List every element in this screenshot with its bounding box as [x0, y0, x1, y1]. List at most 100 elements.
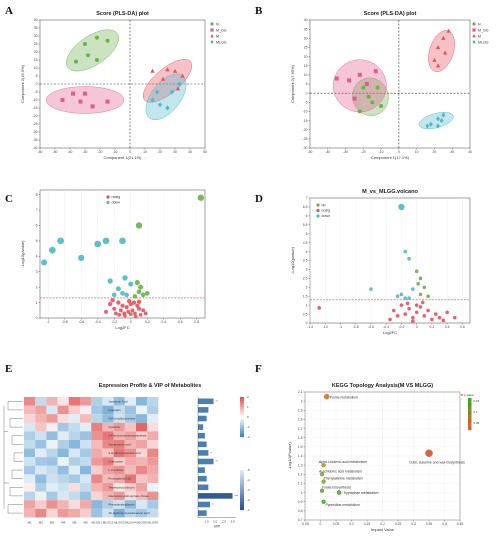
score-point [441, 112, 446, 118]
y-tick-label: -30 [303, 146, 308, 150]
y-tick-label: 1 [306, 303, 308, 307]
heatmap-cell [57, 397, 69, 406]
heatmap-cell [46, 414, 58, 423]
volcano-point [140, 292, 146, 298]
x-tick-label: -30 [343, 150, 348, 154]
legend-marker [210, 28, 214, 32]
y-tick-label: 2.1 [298, 390, 303, 394]
heatmap-column-label: MLGG1 [92, 520, 103, 524]
confidence-ellipse [428, 30, 455, 72]
score-point [370, 100, 375, 105]
y-tick-label: 2.5 [303, 277, 308, 281]
volcano-point [197, 194, 205, 201]
volcano-point [405, 301, 410, 306]
x-tick-label: -10 [113, 150, 118, 154]
plot-frame-D [309, 197, 471, 324]
heatmap-cell [80, 440, 92, 449]
volcano-point [126, 309, 131, 314]
heatmap-cell [136, 431, 148, 440]
volcano-point [111, 292, 117, 298]
x-tick-label: 40 [468, 150, 472, 154]
volcano-point [126, 298, 132, 304]
legend-marker [472, 34, 476, 38]
pathway-point [321, 479, 326, 484]
volcano-point [411, 287, 415, 291]
y-tick-label: 0.9 [298, 500, 303, 504]
dendrogram-branch [7, 504, 23, 514]
heatmap-cell [68, 422, 80, 432]
pathway-label: Arachidonic acid metabolism [319, 469, 362, 473]
score-point [86, 53, 90, 58]
volcano-point [132, 311, 137, 316]
volcano-point [395, 314, 400, 318]
score-point [364, 82, 369, 86]
pvalue-scale-tick: -3 [247, 488, 250, 492]
heatmap-cell [124, 483, 136, 492]
heatmap-cell [57, 457, 69, 466]
chart-title-A: Score (PLS-DA) plot [96, 11, 149, 17]
heatmap-cell [80, 491, 92, 501]
score-point [150, 97, 155, 103]
volcano-point [131, 300, 137, 305]
legend-label: nosig [112, 195, 121, 199]
volcano-point [388, 317, 392, 322]
volcano-point [110, 298, 115, 303]
heatmap-row-label: L-Carnitine [108, 468, 123, 472]
volcano-point [132, 294, 138, 299]
x-tick-label: 50 [203, 150, 207, 154]
dendrogram-branch [11, 469, 23, 479]
heatmap-cell [102, 440, 114, 449]
pvalue-scale-step [240, 490, 244, 493]
heatmap-cell [80, 414, 92, 423]
heatmap-cell [35, 448, 47, 458]
volcano-point [120, 303, 125, 308]
score-point [435, 63, 441, 68]
heatmap-cell [136, 414, 148, 423]
vip-bar [198, 458, 214, 465]
heatmap-row-label: 4-Hydroxynonenoic acid [108, 451, 141, 455]
pvalue-legend-tick: 0.15 [474, 399, 480, 403]
heatmap-cell [102, 483, 114, 492]
y-tick-label: 0 [36, 316, 38, 320]
score-point [347, 78, 352, 83]
heatmap-cell [35, 483, 47, 492]
y-tick-label: 1.5 [303, 294, 308, 298]
volcano-point [418, 292, 423, 297]
vip-bar [198, 450, 209, 456]
legend-label: N [478, 22, 481, 26]
x-tick-label: 0.3 [411, 522, 416, 526]
score-point [373, 69, 378, 74]
score-point [165, 105, 170, 111]
x-tick-label: -10 [379, 150, 384, 154]
pvalue-legend-step [468, 420, 472, 423]
dendrogram-branch [3, 405, 9, 509]
legend-label: M_GG [478, 28, 489, 32]
dendrogram-branch [7, 401, 23, 411]
heatmap-cell [35, 422, 47, 432]
vip-bar [198, 432, 205, 439]
pvalue-scale-step [240, 470, 244, 473]
y-tick-label: -5 [34, 90, 37, 94]
x-tick-label: -0.2 [111, 320, 117, 324]
volcano-point [119, 237, 126, 245]
pathway-label: Folate biosynthesis [322, 486, 351, 490]
volcano-point [414, 310, 419, 315]
score-point [428, 121, 433, 127]
heatmap-cell [147, 414, 159, 423]
pvalue-legend-tick: 0.1 [474, 410, 479, 414]
volcano-point [398, 203, 405, 211]
heatmap-cell [124, 465, 136, 475]
heatmap-cell [57, 422, 69, 432]
y-tick-label: 30 [304, 36, 308, 40]
x-tick-label: -0.2 [399, 325, 405, 329]
x-tick-label: 20 [158, 150, 162, 154]
heatmap-cell [102, 457, 114, 466]
volcano-point [49, 246, 56, 254]
x-tick-label: -40 [68, 150, 73, 154]
vip-bar [198, 467, 205, 473]
x-tick-label: -20 [98, 150, 103, 154]
y-tick-label: 20 [304, 55, 308, 59]
panel-label-B: B [255, 5, 263, 17]
x-tick-label: 0 [320, 522, 322, 526]
pvalue-legend-step [468, 404, 472, 407]
